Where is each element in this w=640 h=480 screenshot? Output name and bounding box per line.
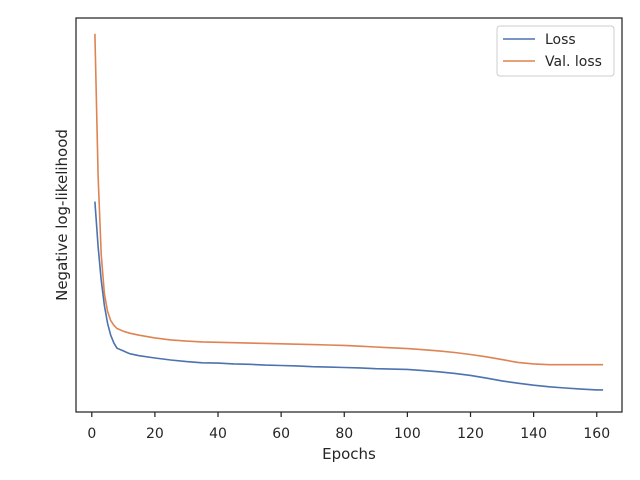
series-layer [94,33,604,391]
x-tick-label: 120 [457,426,484,442]
series-line-val-loss [94,33,604,366]
x-tick-label: 100 [394,426,421,442]
legend-label: Val. loss [545,54,602,70]
x-axis: 0 20 40 60 80 100 120 140 160 [87,412,610,442]
legend: Loss Val. loss [496,25,615,77]
x-tick-label: 160 [583,426,610,442]
x-tick-label: 0 [87,426,96,442]
series-line-loss [94,201,604,391]
x-tick-label: 60 [272,426,290,442]
x-tick-label: 80 [335,426,353,442]
x-tick-label: 40 [209,426,227,442]
plot-area [75,17,623,413]
x-tick-label: 20 [146,426,164,442]
x-axis-label: Epochs [322,445,376,463]
x-tick-label: 140 [520,426,547,442]
y-axis-label: Negative log-likelihood [53,129,71,301]
legend-label: Loss [545,32,576,48]
